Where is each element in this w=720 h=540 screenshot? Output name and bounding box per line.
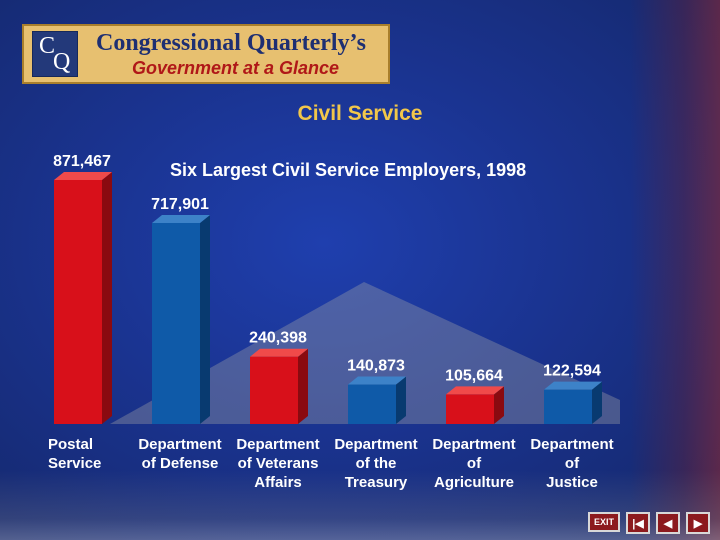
bar-front	[348, 384, 396, 424]
section-title: Civil Service	[297, 102, 423, 125]
value-label-2: 717,901	[151, 196, 209, 213]
category-label-6: of	[565, 455, 580, 472]
bar-side	[200, 214, 210, 424]
value-label-5: 105,664	[445, 367, 503, 384]
category-label-3: of Veterans	[238, 455, 319, 472]
exit-button[interactable]: EXIT	[588, 512, 620, 532]
category-label-1: Service	[48, 455, 101, 472]
skip-back-icon: |◀	[632, 517, 644, 530]
value-label-1: 871,467	[53, 153, 111, 170]
category-label-6: Department	[530, 436, 613, 453]
category-label-2: Department	[138, 436, 221, 453]
bar-5	[446, 386, 504, 424]
arrow-right-icon: ▶	[693, 517, 703, 530]
bar-1	[54, 172, 112, 424]
logo-mark-q: Q	[53, 49, 71, 75]
bar-front	[54, 180, 102, 424]
first-slide-button[interactable]: |◀	[626, 512, 650, 534]
bar-front	[544, 389, 592, 424]
bar-side	[396, 376, 406, 424]
bar-6	[544, 381, 602, 424]
bar-side	[298, 348, 308, 424]
bar-side	[494, 386, 504, 424]
value-label-4: 140,873	[347, 358, 405, 375]
flag-background-edge	[630, 0, 720, 540]
bar-3	[250, 348, 308, 424]
arrow-left-icon: ◀	[663, 517, 673, 530]
category-label-4: Treasury	[345, 474, 408, 491]
nav-buttons: |◀ ◀ ▶	[626, 512, 710, 534]
value-label-3: 240,398	[249, 330, 307, 347]
category-label-5: Agriculture	[434, 474, 514, 491]
category-label-4: of the	[356, 455, 397, 472]
cq-logo: C Q Congressional Quarterly’s Government…	[22, 24, 390, 84]
bar-front	[446, 394, 494, 424]
logo-title: Congressional Quarterly’s	[96, 30, 366, 56]
category-label-3: Affairs	[254, 474, 302, 491]
category-label-4: Department	[334, 436, 417, 453]
bar-top	[348, 376, 406, 385]
category-label-1: Postal	[48, 436, 93, 453]
next-slide-button[interactable]: ▶	[686, 512, 710, 534]
bar-top	[250, 348, 308, 357]
bar-side	[102, 172, 112, 424]
bar-front	[250, 356, 298, 424]
logo-subtitle: Government at a Glance	[132, 58, 340, 78]
cq-logo-mark: C Q	[32, 31, 78, 77]
bar-side	[592, 381, 602, 424]
bar-2	[152, 214, 210, 424]
bar-top	[54, 172, 112, 180]
category-label-6: Justice	[546, 474, 598, 491]
chart-title: Six Largest Civil Service Employers, 199…	[170, 160, 527, 180]
bar-top	[446, 386, 504, 395]
bar-4	[348, 376, 406, 424]
value-label-6: 122,594	[543, 363, 601, 380]
category-label-5: of	[467, 455, 482, 472]
bar-top	[544, 381, 602, 390]
category-label-3: Department	[236, 436, 319, 453]
bar-front	[152, 222, 200, 424]
category-label-2: of Defense	[142, 455, 219, 472]
logo-mark-c: C	[39, 33, 56, 59]
category-label-5: Department	[432, 436, 515, 453]
previous-slide-button[interactable]: ◀	[656, 512, 680, 534]
bar-top	[152, 214, 210, 223]
